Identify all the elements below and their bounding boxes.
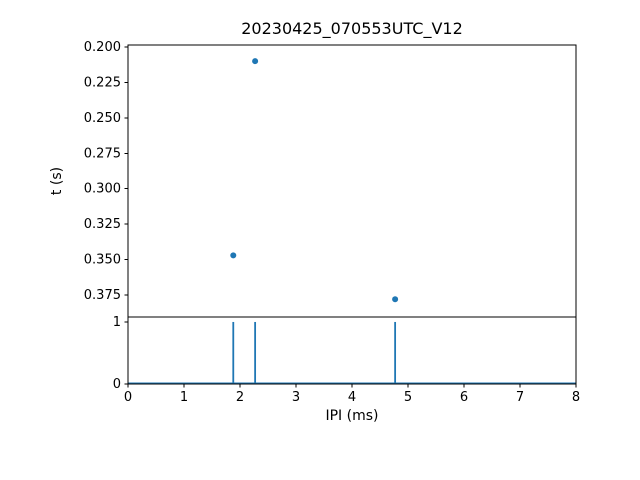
y-tick-label: 0.225 [84, 75, 121, 90]
x-tick-label: 4 [348, 390, 356, 405]
y-tick-label: 0.325 [84, 217, 121, 232]
y-tick-label: 0.275 [84, 146, 121, 161]
x-tick-label: 5 [404, 390, 412, 405]
scatter-point [230, 252, 237, 259]
x-tick-label: 8 [572, 390, 580, 405]
x-axis-label: IPI (ms) [325, 408, 379, 424]
x-tick-label: 2 [236, 390, 244, 405]
top-axes-frame [127, 44, 577, 318]
y-axis-label: t (s) [49, 166, 65, 196]
scatter-point [392, 296, 399, 303]
y-tick-label: 0.200 [84, 40, 121, 55]
chart-title: 20230425_070553UTC_V12 [241, 19, 463, 38]
x-tick-label: 7 [516, 390, 524, 405]
x-tick-label: 3 [292, 390, 300, 405]
y-tick-label: 0.375 [84, 288, 121, 303]
bottom-axes-frame [127, 316, 577, 385]
y-tick-label: 0.250 [84, 111, 121, 126]
y-tick-label: 0.350 [84, 253, 121, 268]
x-tick-label: 1 [180, 390, 188, 405]
x-tick-label: 6 [460, 390, 468, 405]
y-tick-label: 0.300 [84, 182, 121, 197]
y-tick-label: 0 [113, 377, 121, 392]
x-tick-label: 0 [124, 390, 132, 405]
scatter-point [252, 58, 259, 65]
y-tick-label: 1 [113, 315, 121, 330]
